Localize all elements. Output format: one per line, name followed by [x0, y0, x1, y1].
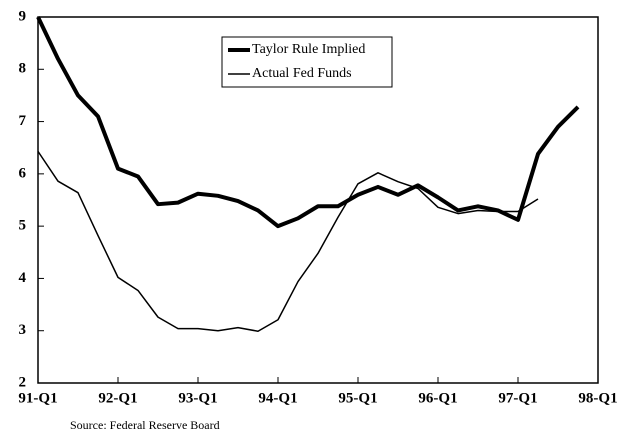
y-tick-label: 3 [19, 322, 27, 338]
legend-label: Actual Fed Funds [252, 66, 352, 81]
x-tick-label: 94-Q1 [258, 390, 297, 406]
x-tick-label: 92-Q1 [98, 390, 137, 406]
source-note: Source: Federal Reserve Board [70, 418, 220, 432]
y-tick-label: 8 [19, 61, 27, 77]
x-tick-label: 98-Q1 [578, 390, 617, 406]
y-tick-label: 4 [19, 270, 27, 286]
y-tick-label: 2 [19, 374, 27, 390]
x-tick-label: 93-Q1 [178, 390, 217, 406]
y-tick-label: 5 [19, 218, 27, 234]
y-tick-label: 9 [19, 8, 27, 24]
x-tick-label: 97-Q1 [498, 390, 537, 406]
plot-frame [37, 16, 599, 384]
x-tick-label: 96-Q1 [418, 390, 457, 406]
x-tick-label: 91-Q1 [18, 390, 57, 406]
series-line [36, 16, 580, 229]
legend-label: Taylor Rule Implied [252, 42, 365, 57]
legend-box [221, 36, 393, 88]
x-tick-label: 95-Q1 [338, 390, 377, 406]
series-line [37, 150, 539, 332]
y-tick-label: 7 [19, 113, 27, 129]
y-tick-label: 6 [19, 165, 27, 181]
